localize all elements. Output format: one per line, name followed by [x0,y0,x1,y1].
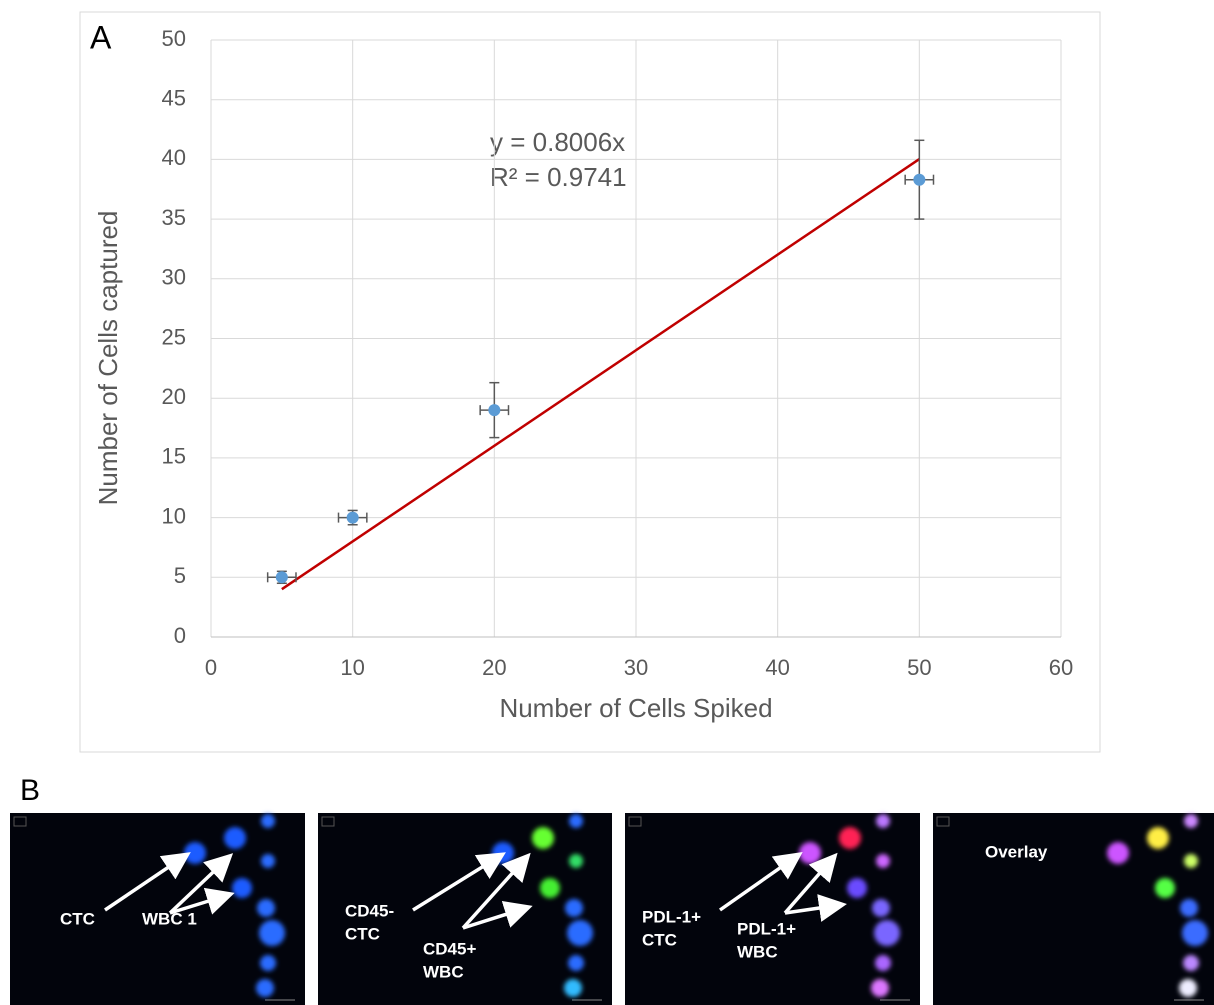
cell [569,854,583,868]
arrow [104,852,191,912]
trendline-equation: y = 0.8006x [490,127,625,157]
cell [1183,955,1199,971]
x-tick-label: 0 [205,655,217,680]
x-tick-label: 10 [340,655,364,680]
image-label: WBC [737,942,778,961]
cell [260,955,276,971]
arrow [168,853,234,915]
cell [257,899,275,917]
y-tick-label: 25 [162,324,186,349]
cell [532,827,554,849]
x-tick-label: 30 [624,655,648,680]
scale-icon [936,816,950,827]
cell [876,814,890,828]
x-tick-label: 40 [765,655,789,680]
panel-label: A [90,19,112,55]
cell [540,878,560,898]
arrow [783,852,838,915]
cell [872,899,890,917]
image-label: PDL-1+ [642,907,701,926]
arrow [461,852,531,930]
cell [569,814,583,828]
point [488,404,501,417]
cell [1107,842,1129,864]
cell [1182,920,1208,946]
cell [261,854,275,868]
cell [261,814,275,828]
image-label: WBC 1 [142,909,197,928]
y-tick-label: 20 [162,384,186,409]
micrograph [10,813,305,1005]
image-label: CTC [642,930,677,949]
arrow [784,894,847,922]
cell [565,899,583,917]
y-tick-label: 10 [162,503,186,528]
image-label: WBC [423,962,464,981]
y-tick-label: 45 [162,86,186,111]
cell [1155,878,1175,898]
trendline-r-squared: R² = 0.9741 [490,162,627,192]
x-tick-label: 60 [1049,655,1073,680]
image-label: CTC [345,924,380,943]
x-tick-label: 20 [482,655,506,680]
image-label: Overlay [985,842,1048,861]
cell [232,878,252,898]
trendline [281,158,921,591]
micrograph [625,813,920,1005]
scale-icon [321,816,335,827]
cell [799,842,821,864]
image-label: PDL-1+ [737,919,796,938]
cell [874,920,900,946]
cell [1147,827,1169,849]
y-tick-label: 40 [162,145,186,170]
x-axis-title: Number of Cells Spiked [499,693,772,723]
arrow [718,851,803,912]
arrow [462,901,533,930]
point [346,511,359,524]
arrow [412,852,506,912]
cell [1180,899,1198,917]
image-label: CD45- [345,901,394,920]
cell [567,920,593,946]
cell [564,979,582,997]
cell [568,955,584,971]
cell [1184,854,1198,868]
image-label: CD45+ [423,939,476,958]
y-tick-label: 30 [162,265,186,290]
panel-label: B [20,774,40,807]
scale-icon [628,816,642,827]
y-tick-label: 0 [174,623,186,648]
y-tick-label: 5 [174,563,186,588]
y-tick-label: 35 [162,205,186,230]
micrograph [318,813,612,1005]
y-axis-title: Number of Cells captured [93,211,123,506]
cell [184,842,206,864]
scale-icon [13,816,27,827]
y-tick-label: 50 [162,26,186,51]
cell [875,955,891,971]
cell [1184,814,1198,828]
cell [1179,979,1197,997]
x-tick-label: 50 [907,655,931,680]
image-label: CTC [60,909,95,928]
cell [224,827,246,849]
micrograph [933,813,1214,1005]
cell [876,854,890,868]
cell [871,979,889,997]
y-tick-label: 15 [162,444,186,469]
point [913,173,926,186]
point [275,571,288,584]
cell [259,920,285,946]
arrow [169,887,235,915]
cell [847,878,867,898]
cell [256,979,274,997]
cell [839,827,861,849]
